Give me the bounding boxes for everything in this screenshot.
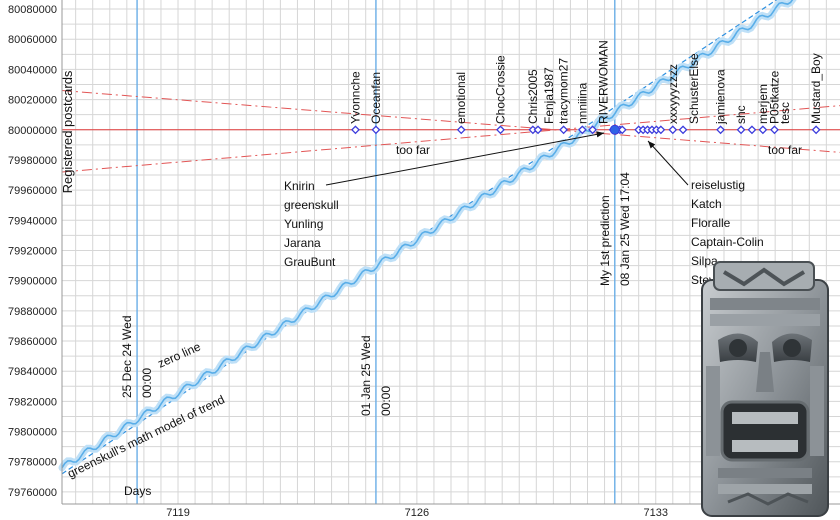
x-axis-label: Days — [124, 484, 151, 498]
y-tick-label: 79780000 — [8, 457, 57, 469]
y-tick-label: 80000000 — [8, 125, 57, 137]
prediction-marker — [533, 125, 543, 135]
trend-model-line — [61, 0, 794, 469]
y-tick-label: 79860000 — [8, 336, 57, 348]
tiki-idol-image — [701, 261, 829, 517]
y-tick-label: 79880000 — [8, 306, 57, 318]
group-left-name: GrauBunt — [284, 255, 336, 269]
prediction-label: tesc — [778, 102, 792, 124]
prediction-marker — [559, 125, 569, 135]
y-tick-label: 80080000 — [8, 4, 57, 16]
axes: 79760000 79780000 79800000 79820000 79840000… — [8, 0, 840, 519]
prediction-marker — [656, 125, 666, 135]
prediction-label: Chris2005 — [526, 69, 540, 124]
y-tick-label: 79920000 — [8, 245, 57, 257]
y-tick-label: 79800000 — [8, 427, 57, 439]
y-tick-label: 79900000 — [8, 276, 57, 288]
group-left-name: Yunling — [284, 217, 323, 231]
group-right-name: reiselustig — [691, 178, 745, 192]
group-right-arrow-head — [648, 141, 656, 149]
prediction-points — [351, 124, 821, 135]
vertical-markers: 25 Dec 24 Wed 00:00 01 Jan 25 Wed 00:00 My 1… — [120, 0, 632, 504]
prediction-marker — [678, 125, 688, 135]
prediction-marker — [716, 125, 725, 135]
group-left-arrow-head — [596, 131, 604, 138]
prediction-label: tracymom27 — [557, 58, 571, 124]
group-left-name: Knirin — [284, 179, 315, 193]
y-tick-label: 79840000 — [8, 366, 57, 378]
prediction-label: shc — [734, 105, 748, 124]
prediction-marker — [811, 125, 821, 135]
y-tick-label: 79980000 — [8, 155, 57, 167]
prediction-marker — [456, 125, 466, 135]
prediction-marker — [770, 125, 779, 135]
group-left-name: Jarana — [284, 236, 321, 250]
prediction-marker — [371, 125, 381, 135]
y-tick-label: 79940000 — [8, 215, 57, 227]
prediction-label: Yvonnche — [348, 71, 362, 124]
prediction-marker — [747, 125, 757, 135]
y-tick-label: 80060000 — [8, 34, 57, 46]
prediction-label: merjem — [756, 84, 770, 124]
group-right-name: Captain-Colin — [691, 235, 764, 249]
prediction-label: Mustard_Boy — [809, 53, 823, 124]
y-tick-label: 79820000 — [8, 396, 57, 408]
x-tick-label: 7133 — [643, 507, 667, 519]
group-right-name: Floralle — [691, 216, 731, 230]
x-tick-label: 7126 — [405, 507, 429, 519]
too-far-left-annotation: too far — [396, 143, 430, 157]
my-prediction-marker — [609, 124, 620, 135]
y-tick-label: 79960000 — [8, 185, 57, 197]
x-tick-label: 7119 — [166, 507, 190, 519]
group-right-name: Silpa — [691, 254, 718, 268]
date-marker-label: 01 Jan 25 Wed — [359, 335, 373, 416]
prediction-label: Fenja1987 — [542, 67, 556, 124]
prediction-labels: Yvonnche Oceanfan emotional ChocCrossie Chri… — [348, 40, 823, 125]
prediction-label: Oceanfan — [369, 72, 383, 124]
group-right-arrow — [647, 140, 689, 186]
y-tick-label: 80020000 — [8, 95, 57, 107]
y-tick-label: 79760000 — [8, 487, 57, 499]
prediction-label: RIVERWOMAN — [597, 40, 611, 124]
prediction-marker — [577, 125, 587, 135]
prediction-marker — [588, 125, 598, 135]
prediction-label: xxxyyyzzzz — [666, 64, 680, 124]
prediction-marker — [758, 125, 768, 135]
prediction-marker — [351, 125, 360, 135]
group-left-arrow — [325, 132, 605, 186]
date-marker-label: 25 Dec 24 Wed — [120, 316, 134, 399]
prediction-label: SchusterElse — [687, 53, 701, 124]
prediction-label: nnniiina — [575, 82, 589, 124]
zero-line-annotation: zero line — [156, 339, 203, 370]
date-marker-time: 00:00 — [379, 386, 393, 416]
date-marker-time: 08 Jan 25 Wed 17:04 — [618, 172, 632, 286]
prediction-label: ChocCrossie — [493, 55, 507, 124]
lines — [58, 0, 840, 475]
prediction-label: emotional — [454, 72, 468, 124]
group-left-name: greenskull — [284, 198, 339, 212]
prediction-marker — [496, 125, 505, 135]
too-far-right-annotation: too far — [768, 143, 802, 157]
trend-model-annotation: greenskull's math model of trend — [65, 392, 227, 480]
prediction-label: P05tkatze — [767, 70, 781, 124]
prediction-marker — [617, 125, 627, 135]
prediction-marker — [736, 125, 746, 135]
group-right-name: Katch — [691, 197, 722, 211]
date-marker-time: 00:00 — [140, 368, 154, 398]
y-tick-label: 80040000 — [8, 64, 57, 76]
y-axis-label: Registered postcards — [60, 70, 75, 193]
prediction-label: jamienova — [714, 69, 728, 125]
prediction-marker — [668, 125, 678, 135]
date-marker-label: My 1st prediction — [598, 195, 612, 286]
